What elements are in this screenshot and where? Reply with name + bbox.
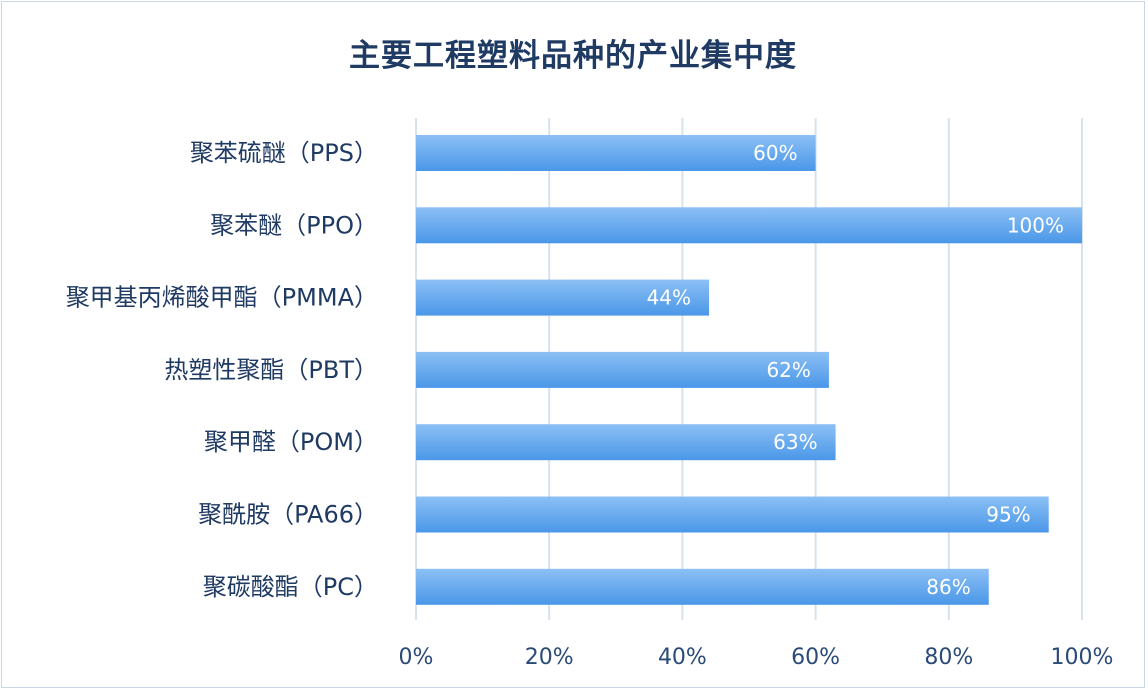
data-label: 86%	[926, 575, 970, 599]
data-labels: 60% 100% 44% 62% 63% 95% 86%	[647, 141, 1064, 599]
category-label: 聚甲醛（POM）	[204, 428, 378, 456]
category-label: 聚碳酸酯（PC）	[203, 573, 378, 601]
x-tick-label: 100%	[1051, 645, 1114, 670]
category-label: 聚甲基丙烯酸甲酯（PMMA）	[66, 284, 378, 312]
data-label: 44%	[647, 286, 691, 310]
x-tick-label: 60%	[791, 645, 840, 670]
bar	[416, 207, 1082, 244]
data-label: 60%	[753, 141, 797, 165]
data-label: 63%	[773, 430, 817, 454]
category-label: 聚苯醚（PPO）	[210, 211, 378, 239]
category-label: 聚苯硫醚（PPS）	[190, 139, 378, 167]
x-tick-labels: 0% 20% 40% 60% 80% 100%	[399, 645, 1114, 670]
x-tick-label: 0%	[399, 645, 434, 670]
category-label: 热塑性聚酯（PBT）	[164, 356, 378, 384]
x-tick-label: 40%	[658, 645, 707, 670]
data-label: 100%	[1007, 213, 1064, 237]
category-label: 聚酰胺（PA66）	[198, 501, 378, 529]
data-label: 62%	[766, 358, 810, 382]
data-label: 95%	[986, 503, 1030, 527]
category-labels: 聚苯硫醚（PPS） 聚苯醚（PPO） 聚甲基丙烯酸甲酯（PMMA） 热塑性聚酯（PBT…	[66, 139, 378, 601]
bar	[416, 351, 829, 388]
bar	[416, 568, 989, 605]
bar	[416, 135, 816, 171]
bars	[416, 135, 1082, 605]
bar	[416, 424, 836, 461]
x-tick-label: 20%	[525, 645, 574, 670]
chart-title: 主要工程塑料品种的产业集中度	[349, 38, 797, 74]
bar	[416, 496, 1049, 533]
bar	[416, 279, 710, 316]
x-tick-label: 80%	[924, 645, 973, 670]
